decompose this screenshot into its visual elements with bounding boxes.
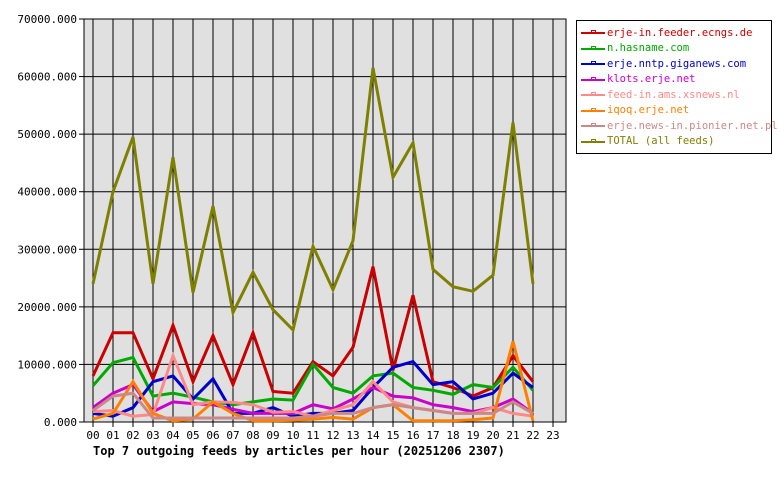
x-tick-label: 13	[346, 429, 359, 442]
grid-lines	[84, 18, 566, 423]
y-axis-ticks: 0.000 10000.000 20000.000 30000.000 40000.00…	[17, 13, 84, 429]
x-tick-label: 00	[86, 429, 99, 442]
x-tick-label: 11	[306, 429, 319, 442]
legend-item: feed-in.ams.xsnews.nl	[577, 87, 771, 103]
legend-item: erje-in.feeder.ecngs.de	[577, 25, 771, 41]
y-tick-label: 60000.000	[17, 71, 77, 84]
x-tick-label: 15	[386, 429, 399, 442]
legend-label: feed-in.ams.xsnews.nl	[607, 88, 740, 101]
legend-line-icon	[581, 44, 605, 53]
legend-label: TOTAL (all feeds)	[607, 135, 715, 148]
legend-line-icon	[581, 90, 605, 99]
x-tick-label: 08	[246, 429, 259, 442]
y-tick-label: 0.000	[44, 416, 77, 429]
plot-area	[83, 18, 567, 423]
legend-item: TOTAL (all feeds)	[577, 134, 771, 150]
x-tick-label: 22	[526, 429, 539, 442]
x-tick-label: 02	[126, 429, 139, 442]
y-tick-label: 20000.000	[17, 301, 77, 314]
legend-line-icon	[581, 137, 605, 146]
x-tick-label: 10	[286, 429, 299, 442]
x-tick-label: 09	[266, 429, 279, 442]
legend-item: erje.news-in.pionier.net.pl	[577, 118, 778, 134]
x-tick-label: 23	[546, 429, 559, 442]
chart-legend: erje-in.feeder.ecngs.de n.hasname.com erje…	[576, 20, 778, 154]
x-tick-label: 12	[326, 429, 339, 442]
x-tick-label: 19	[466, 429, 479, 442]
legend-line-icon	[581, 106, 605, 115]
x-tick-label: 20	[486, 429, 499, 442]
x-tick-label: 21	[506, 429, 519, 442]
series-line	[92, 391, 534, 420]
legend-line-icon	[581, 28, 605, 37]
x-tick-label: 14	[366, 429, 380, 442]
y-tick-label: 40000.000	[17, 186, 77, 199]
x-tick-label: 16	[406, 429, 419, 442]
legend-item: erje.nntp.giganews.com	[577, 56, 771, 72]
x-tick-label: 05	[186, 429, 199, 442]
series-line	[91, 67, 535, 333]
x-tick-label: 06	[206, 429, 219, 442]
legend-item: n.hasname.com	[577, 41, 771, 57]
legend-label: erje-in.feeder.ecngs.de	[607, 26, 753, 39]
legend-item: iqoq.erje.net	[577, 103, 771, 119]
y-tick-label: 70000.000	[17, 13, 77, 26]
y-tick-label: 50000.000	[17, 128, 77, 141]
legend-item: klots.erje.net	[577, 72, 771, 88]
series-line	[91, 355, 535, 407]
legend-label: erje.nntp.giganews.com	[607, 57, 747, 70]
series-line	[92, 382, 534, 415]
x-tick-label: 04	[166, 429, 180, 442]
x-tick-label: 01	[106, 429, 119, 442]
legend-line-icon	[581, 121, 605, 130]
legend-line-icon	[581, 59, 605, 68]
x-tick-label: 07	[226, 429, 239, 442]
legend-label: iqoq.erje.net	[607, 104, 690, 117]
x-axis-ticks: 00 01 02 03 04 05 06 07 08 09 10 11 12 13 14 15 16 17 18 19…	[86, 422, 560, 442]
legend-label: klots.erje.net	[607, 73, 696, 86]
legend-label: n.hasname.com	[607, 42, 690, 55]
chart-title: Top 7 outgoing feeds by articles per hou…	[93, 444, 505, 458]
x-tick-label: 18	[446, 429, 459, 442]
y-tick-label: 30000.000	[17, 243, 77, 256]
x-tick-label: 03	[146, 429, 159, 442]
legend-label: erje.news-in.pionier.net.pl	[607, 119, 778, 132]
y-tick-label: 10000.000	[17, 358, 77, 371]
x-tick-label: 17	[426, 429, 439, 442]
legend-line-icon	[581, 75, 605, 84]
data-series	[91, 67, 535, 423]
